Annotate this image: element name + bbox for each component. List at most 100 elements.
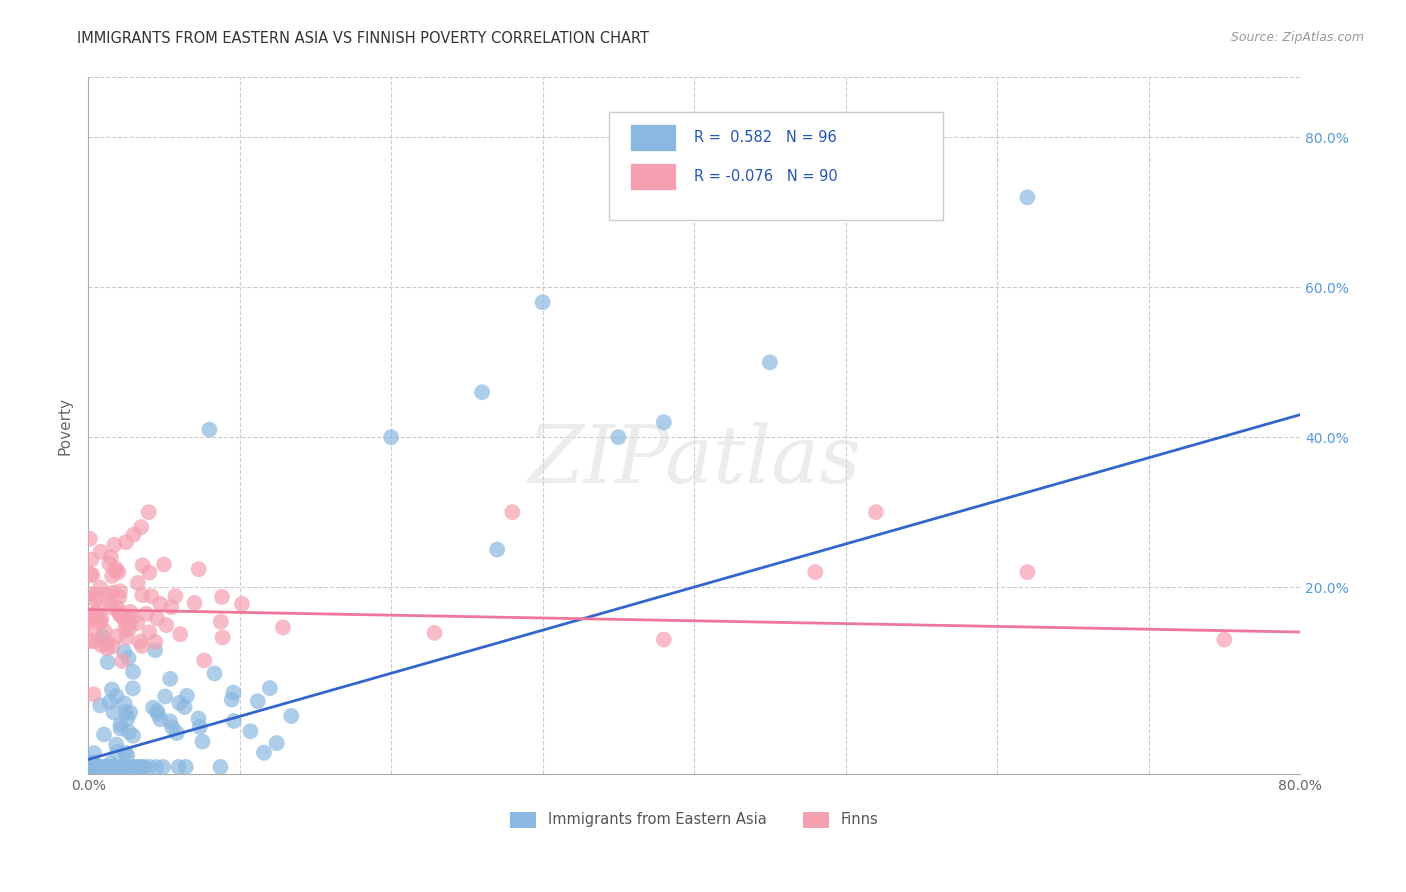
Point bbox=[1213, 632, 1236, 647]
Point bbox=[101, 640, 124, 654]
Point bbox=[146, 611, 169, 625]
Point bbox=[198, 423, 221, 437]
Point bbox=[97, 760, 120, 774]
Point bbox=[96, 636, 118, 650]
Point bbox=[111, 654, 134, 668]
Point bbox=[127, 576, 149, 591]
Point bbox=[115, 611, 138, 625]
Point bbox=[96, 588, 118, 602]
Point bbox=[486, 542, 509, 557]
Point bbox=[531, 295, 554, 310]
Point bbox=[79, 587, 101, 601]
Point bbox=[117, 748, 139, 763]
Point bbox=[114, 746, 136, 760]
Point bbox=[100, 756, 122, 771]
Point bbox=[152, 760, 174, 774]
Point bbox=[98, 557, 121, 571]
Point bbox=[131, 588, 153, 602]
Y-axis label: Poverty: Poverty bbox=[58, 397, 72, 455]
Point bbox=[110, 608, 132, 623]
Point bbox=[84, 607, 107, 621]
Point bbox=[122, 729, 145, 743]
Point bbox=[167, 760, 190, 774]
Point bbox=[84, 592, 107, 607]
Text: IMMIGRANTS FROM EASTERN ASIA VS FINNISH POVERTY CORRELATION CHART: IMMIGRANTS FROM EASTERN ASIA VS FINNISH … bbox=[77, 31, 650, 46]
Point bbox=[131, 760, 153, 774]
Point bbox=[93, 760, 115, 774]
Point bbox=[97, 760, 120, 774]
Point bbox=[132, 558, 155, 573]
Point bbox=[169, 627, 191, 641]
Point bbox=[117, 651, 139, 665]
Point bbox=[90, 638, 112, 652]
Point bbox=[865, 505, 887, 519]
Point bbox=[149, 712, 172, 726]
Point bbox=[187, 711, 209, 725]
Point bbox=[110, 760, 132, 774]
Point bbox=[259, 681, 281, 695]
Point bbox=[120, 605, 142, 619]
Point bbox=[165, 589, 187, 603]
Point bbox=[191, 734, 214, 748]
Point bbox=[125, 760, 148, 774]
Point bbox=[80, 552, 103, 566]
Point bbox=[86, 760, 108, 774]
Point bbox=[117, 712, 139, 726]
Point bbox=[231, 597, 253, 611]
Point bbox=[107, 565, 129, 579]
Point bbox=[97, 655, 120, 669]
Point bbox=[122, 760, 145, 774]
Point bbox=[112, 645, 135, 659]
Legend: Immigrants from Eastern Asia, Finns: Immigrants from Eastern Asia, Finns bbox=[503, 805, 884, 833]
Point bbox=[145, 760, 167, 774]
Point bbox=[159, 672, 181, 686]
Point bbox=[174, 760, 197, 774]
Point bbox=[129, 520, 152, 534]
Point bbox=[89, 698, 111, 713]
Point bbox=[153, 690, 176, 704]
Point bbox=[138, 760, 160, 774]
Text: R = -0.076   N = 90: R = -0.076 N = 90 bbox=[695, 169, 838, 184]
Point bbox=[141, 589, 163, 603]
Point bbox=[82, 756, 104, 770]
Point bbox=[118, 615, 141, 630]
Point bbox=[652, 415, 675, 429]
Point bbox=[100, 760, 122, 774]
Point bbox=[187, 562, 209, 576]
Text: Source: ZipAtlas.com: Source: ZipAtlas.com bbox=[1230, 31, 1364, 45]
Point bbox=[110, 717, 132, 731]
Point bbox=[162, 720, 184, 734]
Point bbox=[471, 385, 494, 400]
Point bbox=[104, 561, 127, 575]
Point bbox=[108, 590, 131, 604]
Point bbox=[128, 760, 150, 774]
Point bbox=[80, 760, 103, 774]
Point bbox=[209, 760, 232, 774]
Point bbox=[209, 615, 232, 629]
Point bbox=[143, 643, 166, 657]
Point bbox=[159, 714, 181, 729]
Point bbox=[100, 600, 122, 615]
Point bbox=[146, 704, 169, 718]
Point bbox=[83, 634, 105, 648]
Point bbox=[153, 558, 176, 572]
Point bbox=[143, 635, 166, 649]
Point bbox=[127, 615, 149, 630]
Point bbox=[1017, 565, 1039, 579]
Point bbox=[120, 706, 142, 720]
Point bbox=[211, 590, 233, 604]
Point bbox=[107, 600, 129, 615]
Point bbox=[114, 760, 136, 774]
Point bbox=[87, 601, 110, 615]
Point bbox=[93, 727, 115, 741]
Point bbox=[100, 550, 122, 565]
Point bbox=[101, 682, 124, 697]
Point bbox=[105, 738, 128, 752]
FancyBboxPatch shape bbox=[630, 163, 676, 190]
Point bbox=[89, 581, 111, 595]
Point bbox=[91, 630, 114, 644]
Point bbox=[105, 629, 128, 643]
Point bbox=[89, 615, 111, 630]
Point bbox=[82, 608, 104, 623]
Point bbox=[89, 611, 111, 625]
